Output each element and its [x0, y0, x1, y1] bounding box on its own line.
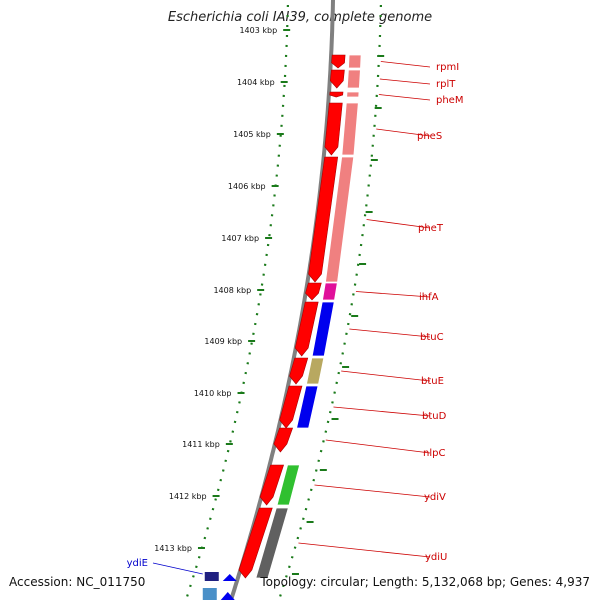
leader-line — [378, 94, 431, 101]
gene-pheM[interactable] — [329, 91, 360, 98]
leader-line — [152, 562, 203, 575]
gene-label: pheT — [418, 223, 444, 234]
guide-dotted-lines — [184, 0, 383, 600]
gene-ydiU[interactable] — [238, 507, 289, 579]
gene-arrow[interactable] — [308, 156, 339, 283]
kbp-label: 1406 kbp — [228, 182, 266, 191]
leader-line — [314, 484, 431, 498]
gene-label: ydiU — [425, 552, 447, 563]
gene-arrow[interactable] — [259, 464, 285, 506]
gene-label: btuE — [421, 376, 444, 387]
gene-arrow[interactable] — [324, 102, 343, 156]
gene-ydiV[interactable] — [259, 464, 301, 506]
gene-arrow[interactable] — [294, 301, 319, 357]
kbp-label: 1409 kbp — [204, 337, 242, 346]
leader-line — [341, 370, 431, 382]
gene-arrow[interactable] — [305, 282, 322, 301]
gene-category-strip[interactable] — [341, 102, 359, 156]
gene-btuE[interactable] — [289, 357, 325, 385]
genome-backbone — [228, 0, 336, 600]
gene-label: rplT — [436, 79, 456, 90]
map-title: Escherichia coli IAI39, complete genome — [167, 10, 433, 25]
gene-label: ydiV — [424, 492, 446, 503]
kbp-label: 1407 kbp — [221, 234, 259, 243]
gene-label: btuC — [420, 332, 444, 343]
guide-right-dotted — [277, 0, 383, 600]
gene-category-strip[interactable] — [204, 572, 219, 581]
gene-label: pheM — [436, 95, 463, 106]
gene-category-strip[interactable] — [322, 282, 338, 301]
gene-category-strip[interactable] — [325, 156, 355, 283]
gene-rpmI[interactable] — [331, 54, 362, 69]
kbp-label: 1412 kbp — [169, 492, 207, 501]
leader-line — [325, 439, 431, 454]
gene-category-strip[interactable] — [202, 588, 217, 600]
gene-arrow[interactable] — [329, 91, 344, 98]
gene-category-strip[interactable] — [311, 301, 335, 357]
kbp-label: 1410 kbp — [194, 389, 232, 398]
gene-arrow[interactable] — [329, 69, 345, 89]
kbp-label: 1405 kbp — [233, 130, 271, 139]
leader-line — [366, 219, 431, 229]
leader-line — [379, 78, 431, 85]
gene-category-strip[interactable] — [306, 357, 325, 385]
leader-line — [349, 328, 431, 338]
gene-pheT[interactable] — [308, 156, 355, 283]
leader-line — [376, 128, 431, 137]
kbp-label: 1403 kbp — [239, 26, 277, 35]
leader-line — [380, 61, 431, 68]
kbp-label: 1404 kbp — [237, 78, 275, 87]
gene-arrow[interactable] — [331, 54, 346, 69]
gene-label: rpmI — [436, 62, 459, 73]
gene-arrow[interactable] — [238, 507, 273, 579]
backbone-line — [228, 0, 336, 600]
gene-category-strip[interactable] — [276, 464, 301, 506]
gene-arrow[interactable] — [273, 427, 294, 453]
gene-btuD[interactable] — [279, 385, 319, 429]
gene-label: ihfA — [419, 292, 439, 303]
gene-category-strip[interactable] — [296, 385, 319, 429]
gene-nlpC[interactable] — [273, 427, 294, 453]
kbp-label: 1411 kbp — [182, 440, 220, 449]
genome-summary-text: Topology: circular; Length: 5,132,068 bp… — [260, 575, 590, 589]
leader-line — [333, 406, 431, 417]
gene-ydiE[interactable] — [202, 572, 237, 600]
gene-category-strip[interactable] — [348, 54, 362, 69]
kbp-ruler: 1403 kbp 1404 kbp 1405 kbp 1406 kbp 1407 kbp… — [154, 26, 385, 575]
gene-label: btuD — [422, 411, 447, 422]
guide-left-dotted — [184, 0, 290, 600]
gene-arrow[interactable] — [289, 357, 309, 385]
gene-arrow[interactable] — [222, 574, 237, 581]
gene-rplT[interactable] — [329, 69, 361, 89]
gene-arrow[interactable] — [220, 592, 235, 600]
gene-labels: rpmI rplT pheM pheS pheT ihfA btuC btuE btuD nlpC… — [127, 61, 463, 575]
gene-label: nlpC — [423, 448, 445, 459]
kbp-label: 1408 kbp — [213, 286, 251, 295]
gene-label: ydiE — [127, 558, 148, 569]
gene-ihfA[interactable] — [305, 282, 338, 301]
gene-category-strip[interactable] — [346, 91, 360, 98]
accession-text: Accession: NC_011750 — [9, 575, 146, 589]
leader-line — [298, 542, 431, 558]
gene-arrow[interactable] — [279, 385, 303, 429]
gene-category-strip[interactable] — [346, 69, 361, 89]
gene-btuC[interactable] — [294, 301, 335, 357]
gene-label: pheS — [417, 131, 442, 142]
gene-category-strip[interactable] — [255, 507, 289, 579]
gene-features[interactable] — [202, 54, 362, 600]
kbp-label: 1413 kbp — [154, 544, 192, 553]
leader-line — [355, 291, 431, 298]
gene-pheS[interactable] — [324, 102, 359, 156]
